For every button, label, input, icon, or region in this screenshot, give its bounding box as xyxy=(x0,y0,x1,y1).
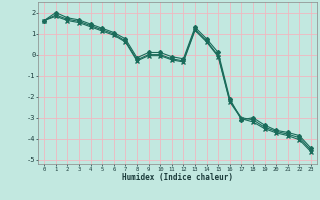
X-axis label: Humidex (Indice chaleur): Humidex (Indice chaleur) xyxy=(122,173,233,182)
